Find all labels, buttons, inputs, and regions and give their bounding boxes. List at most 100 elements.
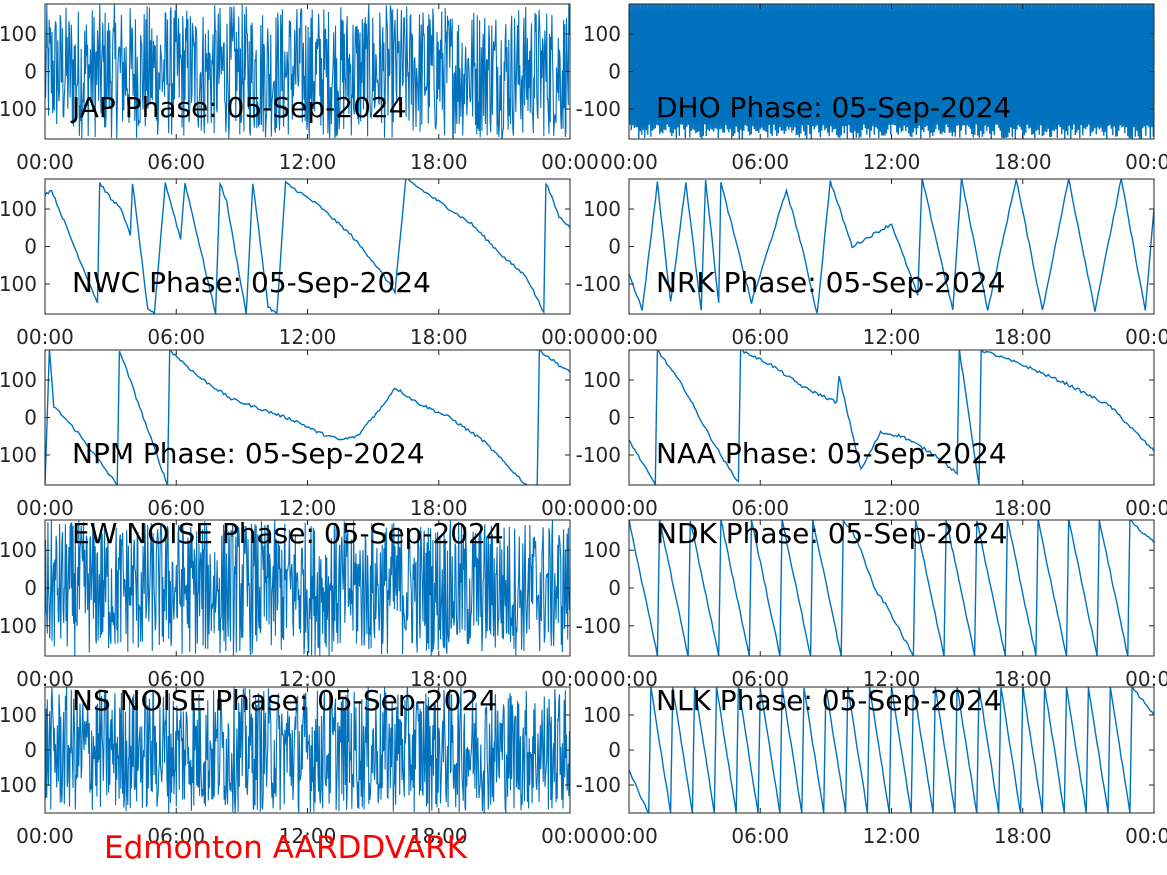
y-tick-label: 0 — [24, 406, 37, 430]
panel-title: NWC Phase: 05-Sep-2024 — [72, 266, 431, 299]
y-tick-label: 100 — [0, 538, 37, 562]
series-line — [629, 520, 1154, 656]
x-tick-label: 00:00 — [1125, 824, 1167, 848]
x-tick-label: 18:00 — [994, 150, 1052, 174]
series-line — [45, 687, 570, 813]
y-tick-label: 100 — [0, 368, 37, 392]
x-tick-label: 18:00 — [410, 150, 468, 174]
y-tick-label: 100 — [583, 197, 621, 221]
x-tick-label: 00:00 — [16, 496, 74, 520]
series-line — [45, 179, 570, 314]
series-group — [45, 179, 570, 314]
y-tick-label: 100 — [0, 703, 37, 727]
y-tick-label: -100 — [576, 272, 621, 296]
x-tick-label: 18:00 — [994, 824, 1052, 848]
y-tick-label: 100 — [0, 197, 37, 221]
panel-title: NS NOISE Phase: 05-Sep-2024 — [72, 684, 497, 717]
panel-title: NPM Phase: 05-Sep-2024 — [72, 437, 425, 470]
y-tick-label: -100 — [576, 443, 621, 467]
x-tick-label: 12:00 — [279, 325, 337, 349]
panel-8: 00:00 06:00 12:00 18:00 00:00 100 0 -100 NS NOIS… — [0, 684, 599, 848]
x-tick-label: 12:00 — [279, 496, 337, 520]
series-group — [629, 687, 1154, 813]
y-tick-label: 0 — [608, 60, 621, 84]
x-tick-label: 06:00 — [731, 824, 789, 848]
series-line — [629, 687, 1154, 813]
x-tick-label: 18:00 — [410, 496, 468, 520]
series-group — [45, 350, 570, 485]
x-tick-label: 06:00 — [147, 824, 205, 848]
x-tick-label: 00:00 — [541, 150, 599, 174]
y-tick-label: -100 — [0, 614, 37, 638]
panel-title: NRK Phase: 05-Sep-2024 — [656, 266, 1005, 299]
series-group — [629, 350, 1154, 485]
series-line — [629, 179, 1154, 314]
station-label: Edmonton AARDDVARK — [104, 830, 468, 866]
y-tick-label: -100 — [0, 773, 37, 797]
y-tick-label: -100 — [0, 443, 37, 467]
panel-5: 00:00 06:00 12:00 18:00 00:00 100 0 -100 NAA Pha… — [576, 349, 1167, 520]
y-tick-label: 0 — [24, 576, 37, 600]
y-tick-label: -100 — [576, 97, 621, 121]
series-line — [45, 350, 570, 485]
panel-title: NDK Phase: 05-Sep-2024 — [656, 517, 1008, 550]
panel-title: NLK Phase: 05-Sep-2024 — [656, 684, 1002, 717]
panel-3: 00:00 06:00 12:00 18:00 00:00 100 0 -100 NRK Pha… — [576, 178, 1167, 349]
y-tick-label: -100 — [576, 773, 621, 797]
x-tick-label: 00:00 — [1125, 496, 1167, 520]
x-tick-label: 00:00 — [600, 325, 658, 349]
x-tick-label: 12:00 — [863, 150, 921, 174]
x-tick-label: 18:00 — [410, 325, 468, 349]
x-tick-label: 00:00 — [16, 824, 74, 848]
y-tick-label: 0 — [608, 738, 621, 762]
y-tick-label: 0 — [608, 406, 621, 430]
y-tick-label: -100 — [576, 614, 621, 638]
x-tick-label: 00:00 — [1125, 150, 1167, 174]
panel-title: NAA Phase: 05-Sep-2024 — [656, 437, 1007, 470]
y-tick-label: 100 — [583, 703, 621, 727]
x-tick-label: 00:00 — [16, 325, 74, 349]
x-tick-label: 00:00 — [541, 496, 599, 520]
y-tick-label: 100 — [583, 538, 621, 562]
x-tick-label: 06:00 — [147, 496, 205, 520]
panel-1: 00:00 06:00 12:00 18:00 00:00 100 0 -100 DHO Pha… — [576, 3, 1167, 174]
series-line — [45, 520, 570, 656]
x-tick-label: 12:00 — [863, 496, 921, 520]
panel-title: JAP Phase: 05-Sep-2024 — [70, 91, 407, 124]
y-tick-label: 0 — [24, 60, 37, 84]
x-tick-label: 00:00 — [16, 150, 74, 174]
x-tick-label: 12:00 — [863, 325, 921, 349]
panel-2: 00:00 06:00 12:00 18:00 00:00 100 0 -100 NWC Pha… — [0, 178, 599, 349]
x-tick-label: 12:00 — [863, 824, 921, 848]
x-tick-label: 00:00 — [600, 824, 658, 848]
x-tick-label: 00:00 — [541, 325, 599, 349]
series-group — [45, 520, 570, 656]
series-group — [629, 4, 1154, 139]
y-tick-label: 0 — [24, 738, 37, 762]
x-tick-label: 18:00 — [410, 824, 468, 848]
y-tick-label: -100 — [0, 272, 37, 296]
y-tick-label: 0 — [608, 576, 621, 600]
y-tick-label: 100 — [583, 368, 621, 392]
series-line — [629, 350, 1154, 485]
panel-4: 00:00 06:00 12:00 18:00 00:00 100 0 -100 NPM Pha… — [0, 349, 599, 520]
y-tick-label: 100 — [0, 22, 37, 46]
panel-title: DHO Phase: 05-Sep-2024 — [656, 91, 1011, 124]
x-tick-label: 18:00 — [994, 325, 1052, 349]
panel-0: 00:00 06:00 12:00 18:00 00:00 100 0 -100 JAP Pha… — [0, 3, 599, 174]
y-tick-label: 0 — [24, 235, 37, 259]
series-group — [629, 520, 1154, 656]
x-tick-label: 06:00 — [731, 496, 789, 520]
x-tick-label: 00:00 — [541, 824, 599, 848]
x-tick-label: 12:00 — [279, 150, 337, 174]
x-tick-label: 06:00 — [147, 150, 205, 174]
x-tick-label: 06:00 — [731, 150, 789, 174]
x-tick-label: 00:00 — [600, 496, 658, 520]
y-tick-label: -100 — [0, 97, 37, 121]
series-line — [45, 4, 570, 139]
x-tick-label: 00:00 — [600, 150, 658, 174]
series-group — [45, 4, 570, 139]
